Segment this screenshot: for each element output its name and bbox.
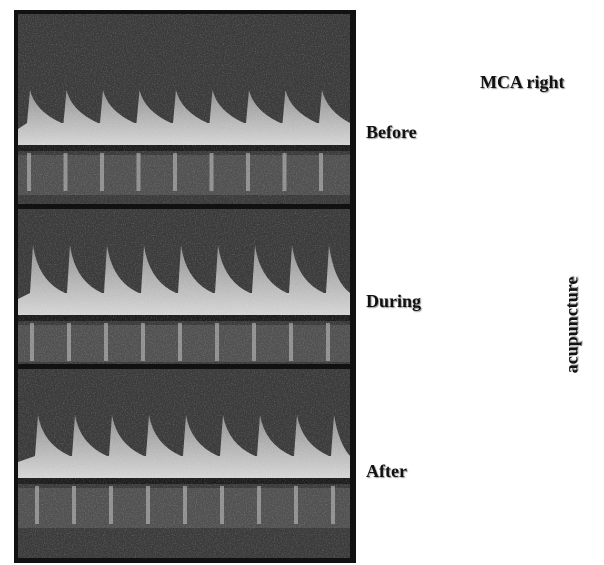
panel-label: Before bbox=[366, 122, 417, 143]
speckle bbox=[18, 209, 350, 364]
title: MCA right bbox=[480, 72, 565, 93]
side-label: acupuncture bbox=[562, 277, 583, 374]
speckle bbox=[18, 369, 350, 558]
panel-label: After bbox=[366, 461, 407, 482]
panel-label: During bbox=[366, 291, 421, 312]
speckle bbox=[18, 14, 350, 204]
page: {"header": {"title": "MCA right"}, "pane… bbox=[0, 0, 604, 565]
panels bbox=[18, 14, 350, 558]
